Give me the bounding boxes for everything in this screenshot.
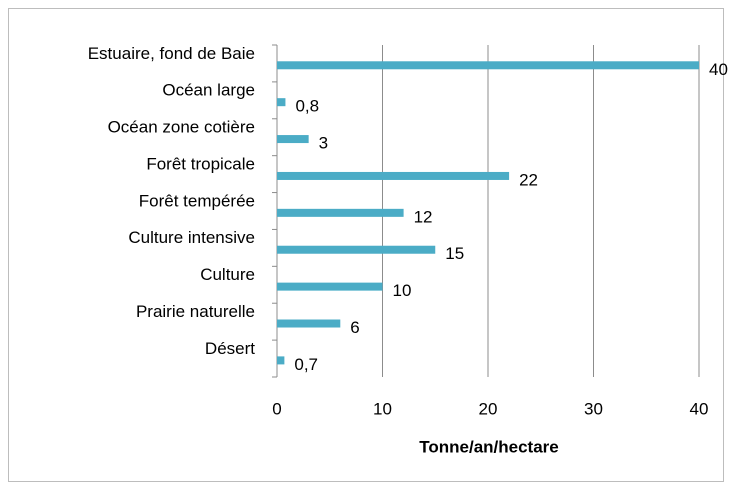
bar [277,171,510,180]
y-tick-label: Forêt tempérée [139,191,255,210]
y-tick-label: Océan zone cotière [108,118,255,137]
y-tick-label: Océan large [162,81,255,100]
x-tick-label: 40 [690,399,709,418]
bar [277,245,436,254]
y-tick-label: Désert [205,339,255,358]
chart-border [8,8,724,482]
y-tick-label: Forêt tropicale [146,154,255,173]
bar [277,98,286,107]
data-label: 15 [445,244,464,263]
data-label: 0,8 [295,97,319,116]
data-label: 0,7 [294,355,318,374]
bar [277,208,404,217]
y-tick-label: Estuaire, fond de Baie [88,44,255,63]
bar [277,282,383,291]
data-label: 22 [519,170,538,189]
data-label: 12 [414,207,433,226]
data-label: 3 [319,134,328,153]
x-tick-label: 0 [272,399,281,418]
data-label: 10 [393,281,412,300]
x-tick-label: 10 [373,399,392,418]
y-tick-label: Prairie naturelle [136,302,255,321]
x-axis-title: Tonne/an/hectare [419,437,559,456]
y-tick-label: Culture [200,265,255,284]
bar [277,61,699,70]
data-label: 6 [350,318,359,337]
x-tick-label: 30 [584,399,603,418]
y-tick-label: Culture intensive [128,228,255,247]
data-label: 40 [709,60,728,79]
x-tick-label: 20 [479,399,498,418]
bar [277,135,309,144]
bar [277,356,285,365]
bar [277,319,341,328]
